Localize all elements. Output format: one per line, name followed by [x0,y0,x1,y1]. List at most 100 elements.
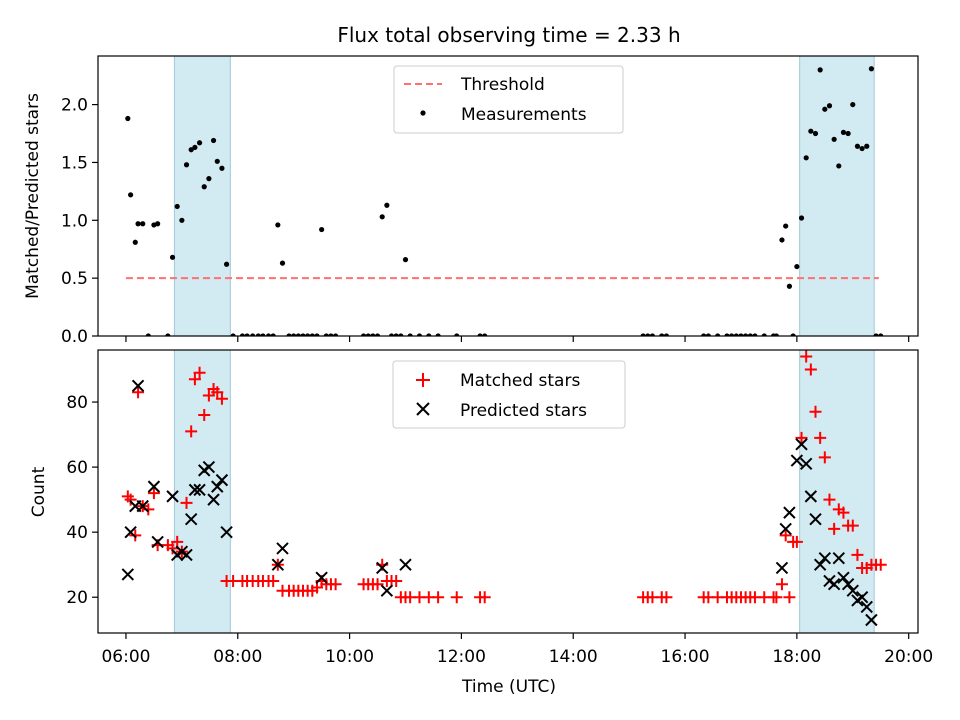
shaded-span-1 [173,55,231,337]
measurement-point [388,333,395,336]
predicted-star-point [136,499,149,513]
y-tick-label: 80 [66,393,88,413]
matched-star-point [823,493,836,506]
predicted-star-point [804,490,818,503]
measurement-point [868,66,875,72]
measurement-point [659,333,665,336]
legend-predicted-swatch [416,402,430,416]
bottom-frame [97,349,919,634]
measurement-point [701,333,707,336]
measurement-point [831,136,837,142]
top-panel: 0.00.51.01.52.0 Matched/Predicted stars … [23,55,919,347]
matched-star-point [795,431,808,444]
matched-star-point [432,591,445,604]
measurement-point [244,333,250,336]
measurement-point [365,333,371,336]
measurement-point [738,333,744,336]
measurement-point [733,333,739,336]
measurement-point [822,106,828,112]
predicted-star-point [783,506,796,519]
measurement-point [295,333,301,336]
predicted-star-point [827,577,841,591]
measurement-point [724,333,730,336]
predicted-star-point [846,584,859,597]
measurement-point [291,333,297,336]
measurement-point [640,333,646,336]
matched-star-point [770,591,783,604]
x-tick-label: 14:00 [549,647,598,667]
measurement-point [715,333,721,336]
measurement-point [379,214,385,220]
predicted-star-point [779,522,792,536]
measurement-point [374,333,381,336]
measurement-point [845,130,851,137]
measurement-point [859,145,865,152]
measurement-point [878,333,884,336]
measurement-point [360,333,367,336]
matched-star-point [147,487,160,500]
matched-star-point [779,529,792,542]
bottom-x-ticks: 06:00 08:00 10:00 12:00 14:00 16:00 18:00 20:00 [101,633,933,667]
predicted-star-point [795,438,808,451]
measurement-point [873,333,879,336]
measurement-point [135,221,141,227]
measurement-point [165,333,171,336]
bottom-legend: Matched stars Predicted stars [392,360,626,429]
measurement-point [649,333,656,336]
y-tick-label: 20 [66,588,88,608]
matched-star-point [814,431,827,444]
matched-star-point [450,591,463,604]
measurement-point [323,333,329,336]
predicted-star-point [818,551,832,565]
measurement-point [333,333,339,336]
y-tick-label: 60 [66,458,88,478]
legend-matched-label: Matched stars [460,371,580,391]
matched-star-point [188,373,201,386]
measurement-point [783,223,789,229]
shaded-span-2 [799,349,875,634]
bottom-y-axis-label: Count [29,466,49,517]
measurement-point [747,333,753,336]
measurement-point [174,203,180,210]
measurement-point [328,333,334,336]
measurement-point [812,130,819,137]
bottom-legend-box [392,360,626,429]
x-tick-label: 18:00 [772,647,821,667]
predicted-star-point [121,568,135,581]
measurement-point [790,333,796,336]
x-tick-label: 06:00 [101,647,150,667]
legend-measurements-label: Measurements [461,105,587,125]
top-y-axis-label: Matched/Predicted stars [23,93,43,299]
predicted-star-point [790,454,804,467]
matched-star-point [124,493,137,506]
top-x-ticks [125,336,910,342]
matched-star-point [267,574,280,587]
measurement-point [314,333,320,336]
top-frame [97,55,919,337]
matched-star-point [198,409,211,422]
measurement-point [223,261,230,267]
measurement-point [219,165,225,171]
measurement-point [477,333,483,336]
legend-predicted-label: Predicted stars [460,401,587,421]
measurement-point [864,143,870,149]
measurement-point [384,202,390,208]
measurement-point [192,144,198,151]
predicted-star-point [380,584,394,597]
predicted-star-point [271,558,285,571]
predicted-star-point [211,480,224,493]
predicted-star-point [399,558,412,571]
matched-star-point [478,591,491,604]
matched-star-point [660,591,673,604]
matched-star-point [804,363,817,376]
matched-star-point [846,519,859,532]
measurement-point [794,263,800,270]
top-legend: Threshold Measurements [393,65,624,134]
measurement-point [743,333,749,336]
measurement-point [255,333,261,336]
x-tick-label: 20:00 [884,647,933,667]
measurement-point [808,128,814,134]
matched-star-point [809,405,822,418]
matched-star-point [828,522,841,535]
predicted-star-point [865,613,878,627]
